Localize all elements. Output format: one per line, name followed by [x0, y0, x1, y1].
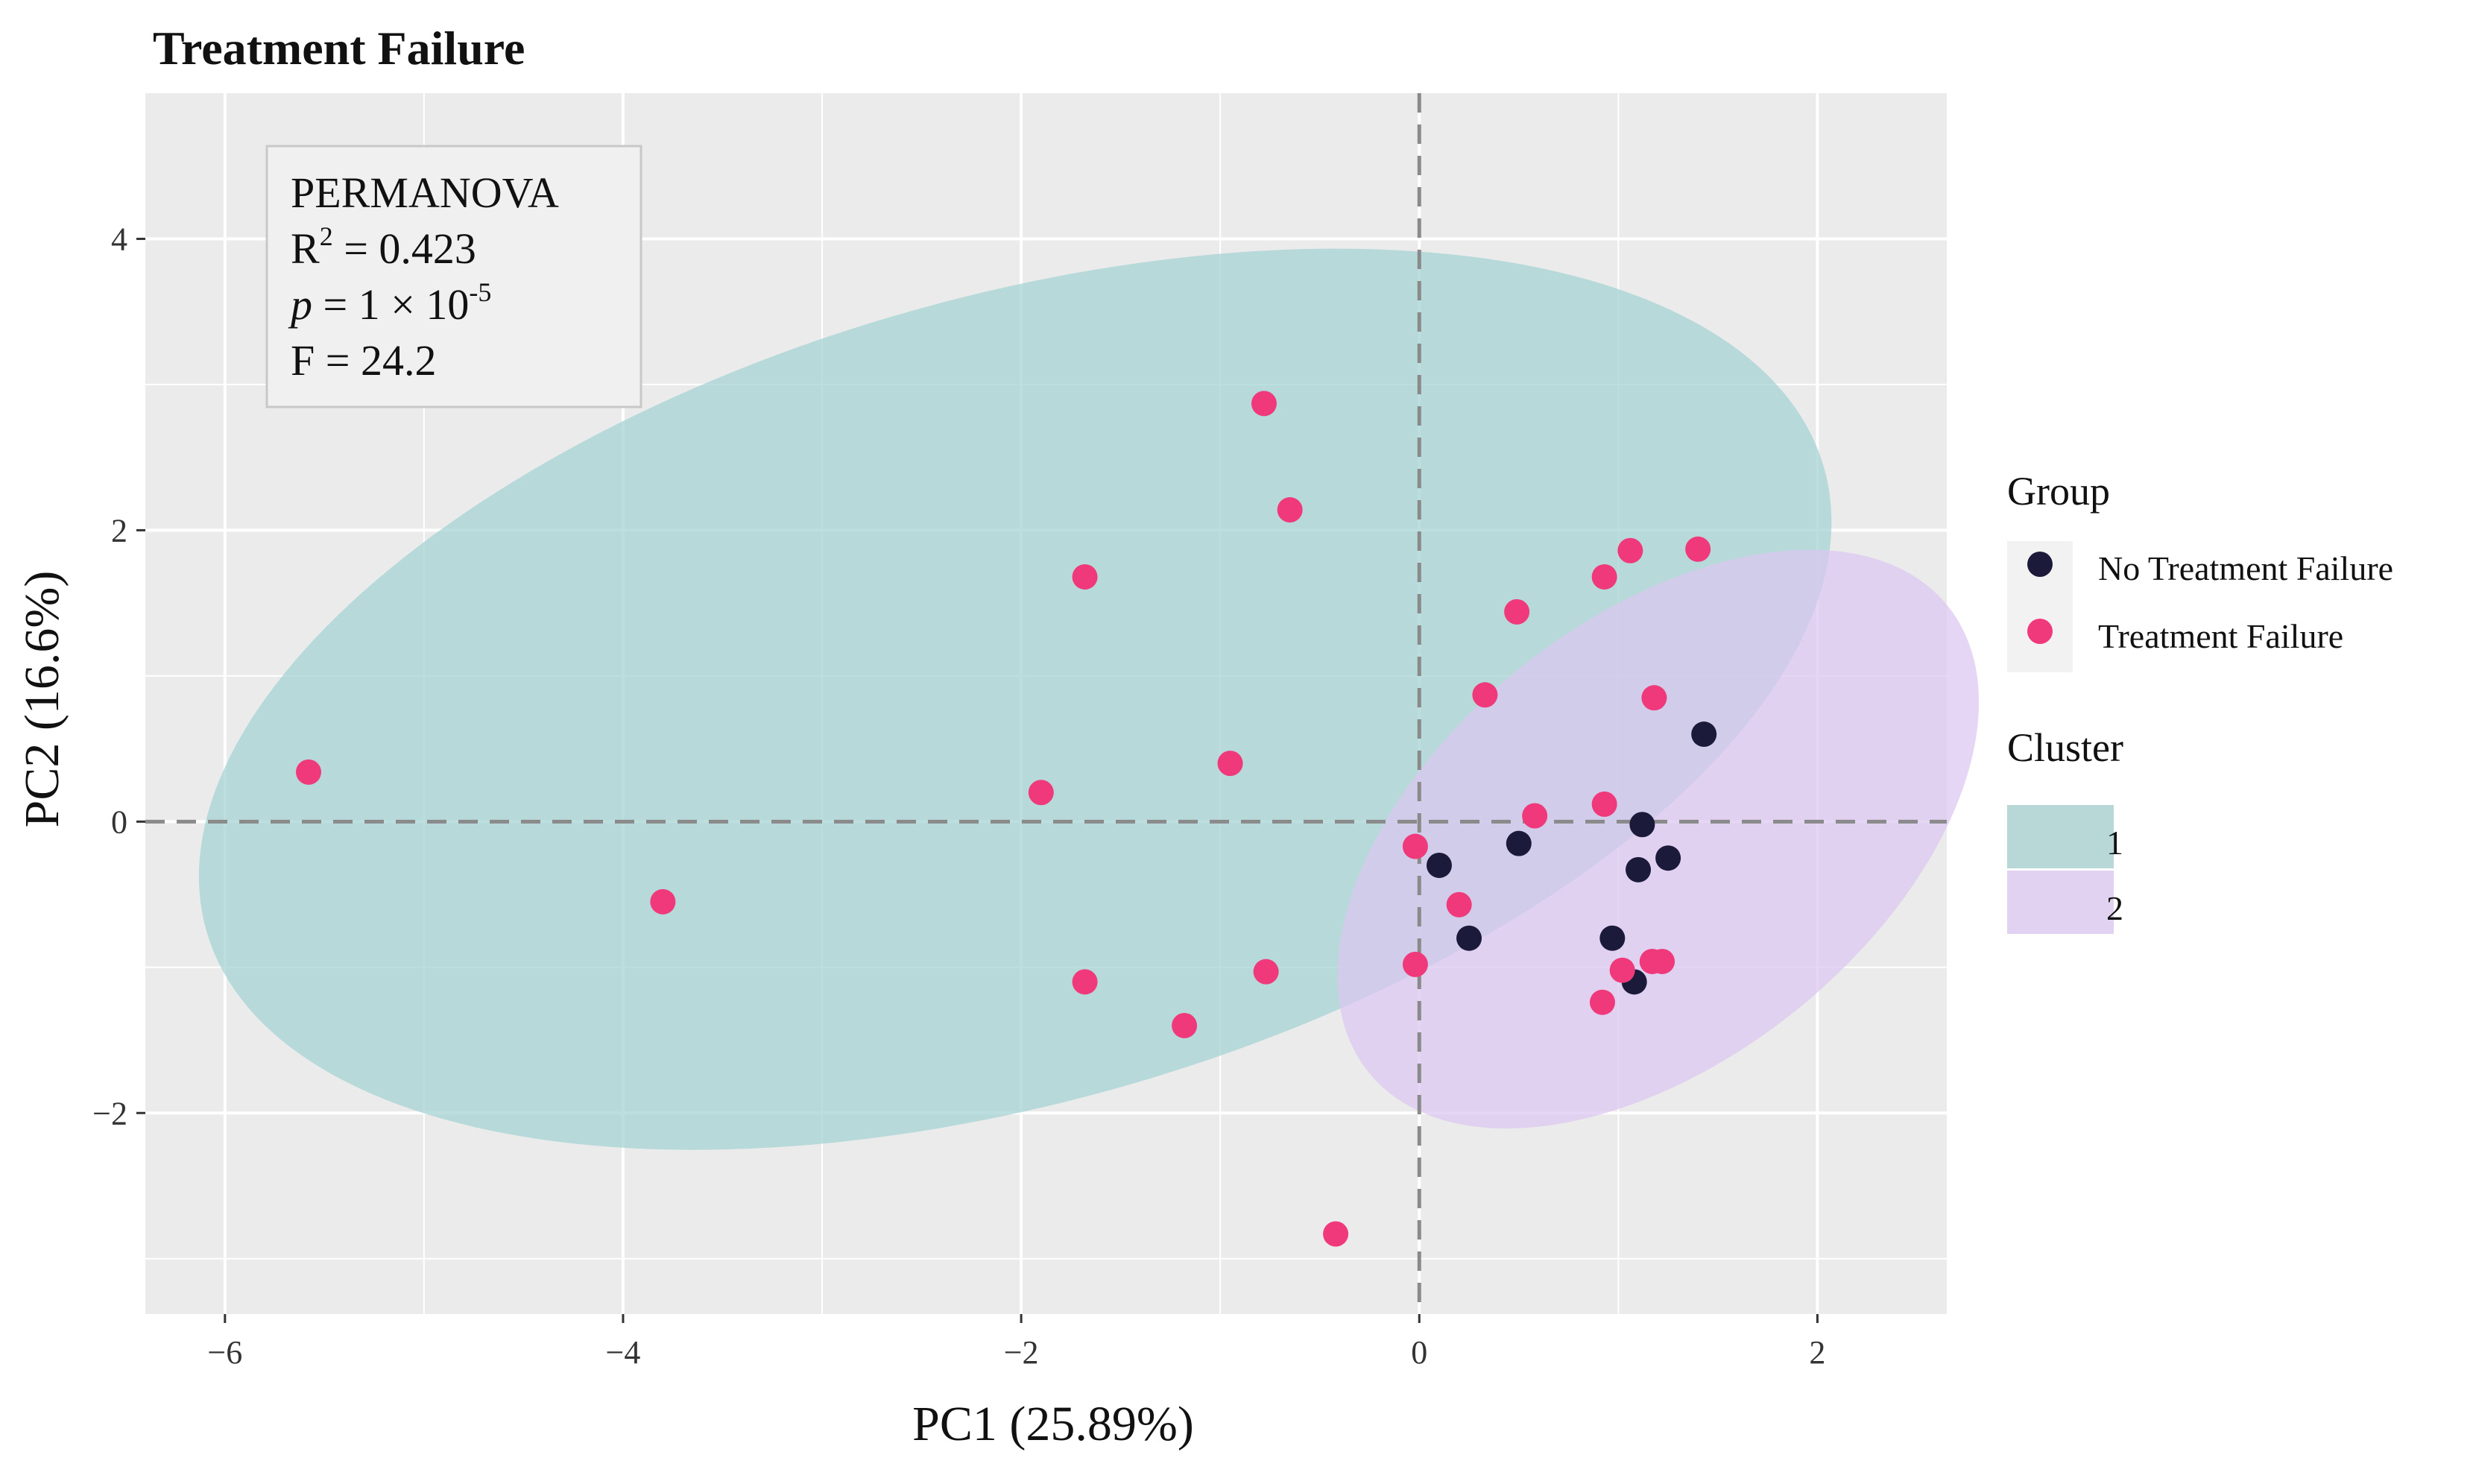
data-point-treatment-failure: [1172, 1012, 1198, 1038]
y-tick-label: −2: [92, 1095, 127, 1131]
legend-cluster: Cluster 1 2: [2007, 725, 2123, 934]
data-point-treatment-failure: [1402, 951, 1428, 977]
data-point-treatment-failure: [1217, 751, 1243, 777]
p-exponent: -5: [469, 277, 491, 307]
data-point-treatment-failure: [1028, 780, 1054, 806]
data-point-treatment-failure: [1649, 948, 1675, 974]
data-point-treatment-failure: [1251, 391, 1277, 417]
legend-label-cluster-2: 2: [2106, 889, 2123, 927]
data-point-treatment-failure: [650, 888, 676, 915]
legend-label-treatment-failure: Treatment Failure: [2098, 617, 2343, 655]
permanova-annotation: PERMANOVA R2 = 0.423 p = 1 × 10-5 F = 24…: [265, 145, 642, 408]
data-point-treatment-failure: [1472, 682, 1498, 708]
x-tick-label: −2: [1004, 1334, 1039, 1371]
x-tick-label: −6: [207, 1334, 242, 1371]
data-point-no-treatment-failure: [1456, 925, 1482, 951]
legend-item-no-treatment-failure: No Treatment Failure: [2007, 541, 2393, 607]
legend-key-cluster-2: [2007, 871, 2114, 934]
data-point-treatment-failure: [1609, 957, 1635, 983]
data-point-treatment-failure: [1591, 563, 1617, 590]
data-point-treatment-failure: [1277, 497, 1303, 523]
legend-label-cluster-1: 1: [2106, 824, 2123, 862]
legend-group: Group No Treatment Failure Treatment Fai…: [2007, 469, 2393, 672]
data-point-no-treatment-failure: [1691, 722, 1717, 748]
data-point-treatment-failure: [1072, 563, 1098, 590]
p-value: = 1 × 10: [312, 280, 469, 329]
data-point-treatment-failure: [1446, 891, 1472, 918]
r-squared-superscript: 2: [320, 221, 333, 251]
data-point-treatment-failure: [1685, 536, 1711, 562]
data-point-treatment-failure: [1253, 959, 1279, 985]
data-point-treatment-failure: [1589, 989, 1615, 1015]
chart-title: Treatment Failure: [153, 22, 525, 75]
x-axis-title: PC1 (25.89%): [912, 1397, 1194, 1451]
data-point-no-treatment-failure: [1626, 856, 1652, 882]
legend-key-cluster-1: [2007, 805, 2114, 868]
data-point-treatment-failure: [1072, 969, 1098, 995]
data-point-treatment-failure: [1617, 537, 1643, 563]
data-point-no-treatment-failure: [1426, 852, 1452, 878]
data-point-no-treatment-failure: [1655, 845, 1681, 871]
data-point-treatment-failure: [1522, 803, 1548, 829]
legend-group-title: Group: [2007, 469, 2110, 514]
r-squared-symbol: R: [291, 224, 320, 273]
data-point-treatment-failure: [1504, 599, 1530, 625]
y-tick-label: 4: [111, 221, 127, 257]
y-tick-label: 2: [111, 512, 127, 549]
legend-label-no-treatment-failure: No Treatment Failure: [2098, 549, 2393, 587]
y-axis-title: PC2 (16.6%): [15, 571, 69, 828]
annotation-p-value: p = 1 × 10-5: [288, 277, 491, 329]
data-point-treatment-failure: [1641, 685, 1667, 711]
r-squared-value: = 0.423: [333, 224, 476, 273]
annotation-title: PERMANOVA: [291, 168, 559, 217]
data-point-treatment-failure: [1402, 833, 1428, 859]
legend-cluster-title: Cluster: [2007, 725, 2123, 770]
x-tick-label: 2: [1809, 1334, 1825, 1371]
annotation-box: [265, 145, 642, 408]
cluster-2-ellipse: [1337, 549, 1980, 1128]
legend-key-treatment-failure: [2027, 619, 2053, 644]
annotation-f-value: F = 24.2: [291, 336, 436, 385]
data-point-no-treatment-failure: [1506, 830, 1532, 856]
legend-item-treatment-failure: Treatment Failure: [2007, 607, 2343, 672]
annotation-r-squared: R2 = 0.423: [291, 221, 476, 273]
data-point-no-treatment-failure: [1629, 812, 1655, 838]
p-symbol: p: [288, 280, 312, 329]
y-tick-label: 0: [111, 803, 127, 840]
data-point-treatment-failure: [1591, 791, 1617, 817]
x-tick-label: −4: [606, 1334, 641, 1371]
legend-key-no-treatment-failure: [2027, 552, 2053, 577]
data-point-treatment-failure: [1323, 1221, 1349, 1247]
data-point-no-treatment-failure: [1599, 925, 1626, 951]
data-point-treatment-failure: [295, 759, 321, 785]
plot-area: [145, 93, 1980, 1314]
x-tick-label: 0: [1411, 1334, 1427, 1371]
